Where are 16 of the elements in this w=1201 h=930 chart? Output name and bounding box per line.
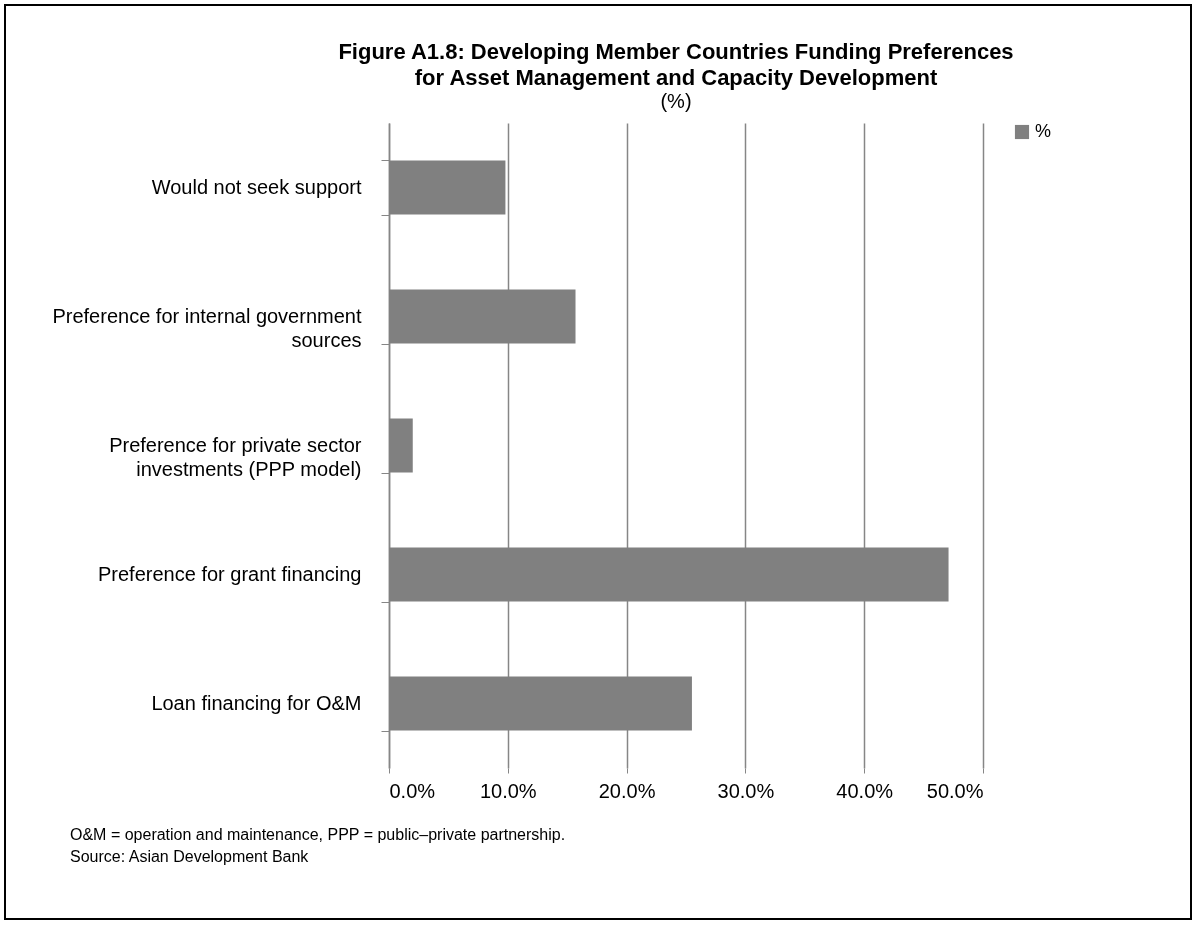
- legend-label: %: [1035, 121, 1052, 141]
- x-tick-label: 50.0%: [926, 779, 984, 802]
- y-tick-label: Loan financing for O&M: [151, 692, 362, 714]
- y-tick-label: Preference for internal government sources: [52, 305, 362, 351]
- text: O&M = operation and maintenance, PPP = public–private partnership.: [70, 825, 566, 845]
- y-tick-label: Preference for private sector investments (PPP model): [109, 434, 362, 480]
- x-tick-label: 20.0%: [598, 779, 656, 802]
- x-tick-label: 40.0%: [836, 779, 894, 802]
- chart-subtitle: (%): [660, 90, 692, 112]
- x-tick-label: 10.0%: [479, 779, 537, 802]
- y-tick-label: Would not seek support: [151, 176, 362, 198]
- source-note: Source: Asian Development Bank: [70, 847, 310, 867]
- x-tick-label: 30.0%: [717, 779, 775, 802]
- y-tick-label: Preference for grant financing: [98, 563, 362, 585]
- chart-title: Figure A1.8: Developing Member Countries Funding Preferences for Asset Management and Capacity Development: [338, 39, 1014, 90]
- x-tick-label: 0.0%: [389, 779, 436, 802]
